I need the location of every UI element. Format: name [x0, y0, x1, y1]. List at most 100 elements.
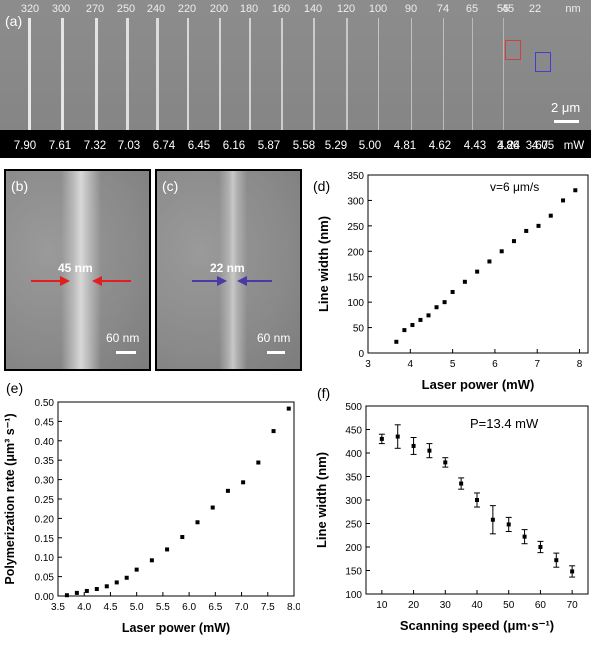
plot-frame: [57, 401, 295, 597]
panel-c-arrows: [192, 276, 272, 286]
chart-annotation: v=6 μm/s: [490, 180, 539, 194]
data-point: [411, 443, 416, 448]
line-width-label: 250: [116, 3, 136, 15]
panel-c-letter: (c): [162, 178, 179, 194]
data-point: [434, 305, 439, 310]
data-point: [195, 520, 200, 525]
y-tick-label: 0.35: [35, 456, 55, 467]
x-tick-label: 5: [450, 359, 456, 370]
data-point: [548, 213, 553, 218]
data-point: [402, 328, 407, 333]
laser-power-label: 4.43: [463, 140, 487, 152]
x-tick-label: 4: [408, 359, 414, 370]
y-axis-label: Polymerization rate (μm³ s⁻¹): [3, 413, 17, 584]
written-line: [249, 18, 251, 130]
data-point: [475, 498, 479, 502]
data-point: [114, 580, 119, 585]
data-point: [506, 522, 511, 527]
laser-power-label: 3.86: [496, 140, 520, 152]
panel-c-sem-image: (c) 22 nm 60 nm: [155, 169, 302, 371]
y-tick-label: 200: [345, 543, 362, 554]
line-width-label: 300: [51, 3, 71, 15]
panel-a-letter: (a): [5, 13, 23, 29]
data-point: [442, 300, 447, 305]
x-tick-label: 4.5: [103, 602, 117, 613]
plot-frame: [367, 174, 589, 354]
data-point: [180, 535, 185, 540]
x-tick-label: 3.5: [51, 602, 65, 613]
data-point: [462, 279, 467, 284]
data-point: [210, 505, 215, 510]
panel-b-sem-image: (b) 45 nm 60 nm: [4, 169, 151, 371]
x-tick-label: 7.0: [235, 602, 249, 613]
panel-d-letter: (d): [313, 178, 331, 194]
panel-b-measure: 45 nm: [58, 261, 93, 275]
laser-power-label: 6.45: [187, 140, 211, 152]
laser-power-label: 4.05: [531, 140, 555, 152]
y-tick-label: 0.10: [35, 553, 55, 564]
polymer-line: [219, 171, 247, 369]
chart-d: 3 4 5 6 7 8 0 50 100 150 200 250 300 350 Laser power (…: [316, 171, 589, 392]
line-width-label: 74: [436, 3, 450, 15]
data-point: [511, 239, 516, 244]
data-point: [165, 547, 170, 552]
line-width-label: 200: [209, 3, 229, 15]
written-line: [313, 18, 315, 130]
panel-b-scale-bar: [116, 351, 136, 354]
data-point: [225, 488, 230, 493]
x-axis-label: Laser power (mW): [122, 621, 230, 635]
panel-e-letter: (e): [6, 380, 24, 396]
data-point: [561, 198, 566, 203]
line-width-label: 100: [368, 3, 388, 15]
data-point: [573, 188, 578, 193]
x-tick-label: 5.5: [156, 602, 170, 613]
laser-power-label: 5.58: [292, 140, 316, 152]
y-tick-label: 400: [345, 449, 362, 460]
panel-b-arrows: [31, 276, 131, 286]
data-point: [538, 545, 543, 549]
y-tick-label: 200: [347, 247, 364, 258]
data-point: [570, 569, 575, 574]
data-point: [256, 460, 261, 465]
chart-e: 3.5 4.0 4.5 5.0 5.5 6.0 6.5 7.0 7.5 8.0 0.00 0.05 0.…: [3, 398, 300, 635]
laser-power-label: 7.32: [83, 140, 107, 152]
panel-a-scale-bar: [554, 120, 579, 123]
laser-power-label: 4.24: [497, 140, 521, 152]
x-tick-label: 40: [471, 600, 483, 611]
panel-a-sem-image: (a) 320 300 270 250 240 220 200 180 160 140 120 100…: [0, 0, 591, 158]
data-point: [524, 228, 529, 233]
laser-power-label: 5.00: [358, 140, 382, 152]
data-point: [499, 249, 504, 254]
y-tick-label: 100: [345, 590, 362, 601]
y-tick-label: 350: [347, 171, 364, 182]
data-point: [522, 534, 527, 539]
y-tick-label: 150: [345, 567, 362, 578]
data-point: [490, 517, 495, 522]
power-unit: mW: [563, 140, 585, 152]
y-tick-label: 350: [345, 473, 362, 484]
line-width-label: 140: [303, 3, 323, 15]
line-width-label: 120: [336, 3, 356, 15]
y-tick-label: 100: [347, 298, 364, 309]
written-line: [61, 18, 64, 130]
data-point: [475, 269, 480, 274]
written-line: [281, 18, 283, 130]
x-tick-label: 8.0: [287, 602, 300, 613]
y-tick-label: 300: [345, 496, 362, 507]
chart-annotation: P=13.4 mW: [470, 416, 539, 431]
data-point: [134, 567, 139, 572]
y-tick-label: 150: [347, 273, 364, 284]
data-point: [487, 259, 492, 264]
width-unit: nm: [565, 3, 581, 15]
data-point: [536, 223, 541, 228]
laser-power-label: 4.62: [428, 140, 452, 152]
sem-image-lines: [0, 0, 591, 130]
panel-c-measure: 22 nm: [210, 261, 245, 275]
y-tick-label: 0.45: [35, 417, 55, 428]
laser-power-label: 5.29: [324, 140, 348, 152]
written-line: [156, 18, 159, 130]
y-tick-label: 300: [347, 196, 364, 207]
data-point: [427, 448, 432, 453]
data-point: [426, 313, 431, 318]
laser-power-label: 7.03: [117, 140, 141, 152]
